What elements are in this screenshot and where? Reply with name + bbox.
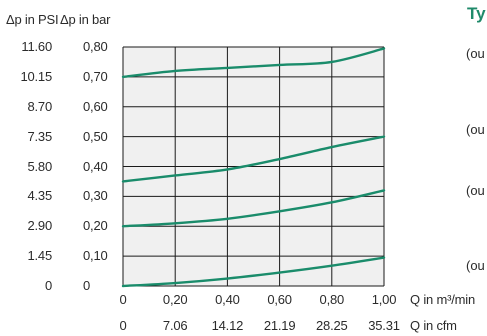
y-tick-psi: 11.60	[21, 39, 52, 54]
x-axis-label-m3: Q in m³/min	[410, 292, 475, 307]
x-tick-cfm: 35.31	[368, 318, 400, 333]
series-line-1	[121, 256, 386, 288]
x-tick-cfm: 0	[119, 318, 127, 333]
x-tick-cfm: 7.06	[162, 318, 188, 333]
y-tick-bar: 0,80	[83, 39, 108, 54]
x-tick-m3: 0,20	[162, 292, 188, 307]
series-line-2	[121, 189, 386, 228]
y-tick-psi: 1.45	[27, 248, 52, 264]
y-tick-psi: 8.70	[27, 98, 52, 114]
x-tick-m3: 0,80	[319, 292, 345, 307]
y-tick-psi: 10.15	[20, 68, 52, 84]
y-axis-label-psi: Δp in PSI	[6, 12, 59, 27]
y-tick-psi: 7.35	[27, 128, 52, 144]
x-tick-cfm: 28.25	[316, 318, 348, 333]
y-tick-psi: 0	[44, 278, 52, 293]
x-tick-cfm: 14.12	[211, 318, 244, 333]
y-tick-bar: 0,20	[83, 218, 108, 234]
grid-lines	[122, 46, 385, 287]
x-tick-m3: 0,60	[267, 292, 292, 307]
x-tick-m3: 1,00	[371, 292, 397, 307]
y-axis-label-bar: Δp in bar	[60, 12, 111, 27]
series-line-4	[121, 47, 386, 79]
side-label-2: (ou	[466, 122, 485, 137]
y-tick-bar: 0	[83, 278, 91, 293]
y-tick-bar: 0,10	[83, 248, 108, 264]
side-heading: Ty	[467, 4, 486, 23]
side-label-4: (ou	[466, 258, 485, 273]
y-tick-bar: 0,70	[83, 68, 108, 84]
y-tick-psi: 2.90	[27, 218, 52, 234]
x-tick-cfm: 21.19	[263, 318, 296, 333]
series-line-3	[121, 135, 386, 183]
x-tick-m3: 0,40	[215, 292, 240, 307]
y-tick-bar: 0,40	[83, 158, 108, 174]
y-tick-bar: 0,30	[83, 188, 108, 204]
side-label-3: (ou	[466, 183, 485, 198]
y-tick-bar: 0,50	[83, 128, 108, 144]
side-label-1: (ou	[466, 46, 485, 61]
x-tick-m3: 0	[119, 292, 127, 307]
series-lines	[121, 47, 386, 288]
y-tick-bar: 0,60	[83, 98, 108, 114]
y-tick-psi: 4.35	[27, 188, 52, 204]
y-tick-psi: 5.80	[27, 158, 52, 174]
x-axis-label-cfm: Q in cfm	[410, 318, 457, 333]
